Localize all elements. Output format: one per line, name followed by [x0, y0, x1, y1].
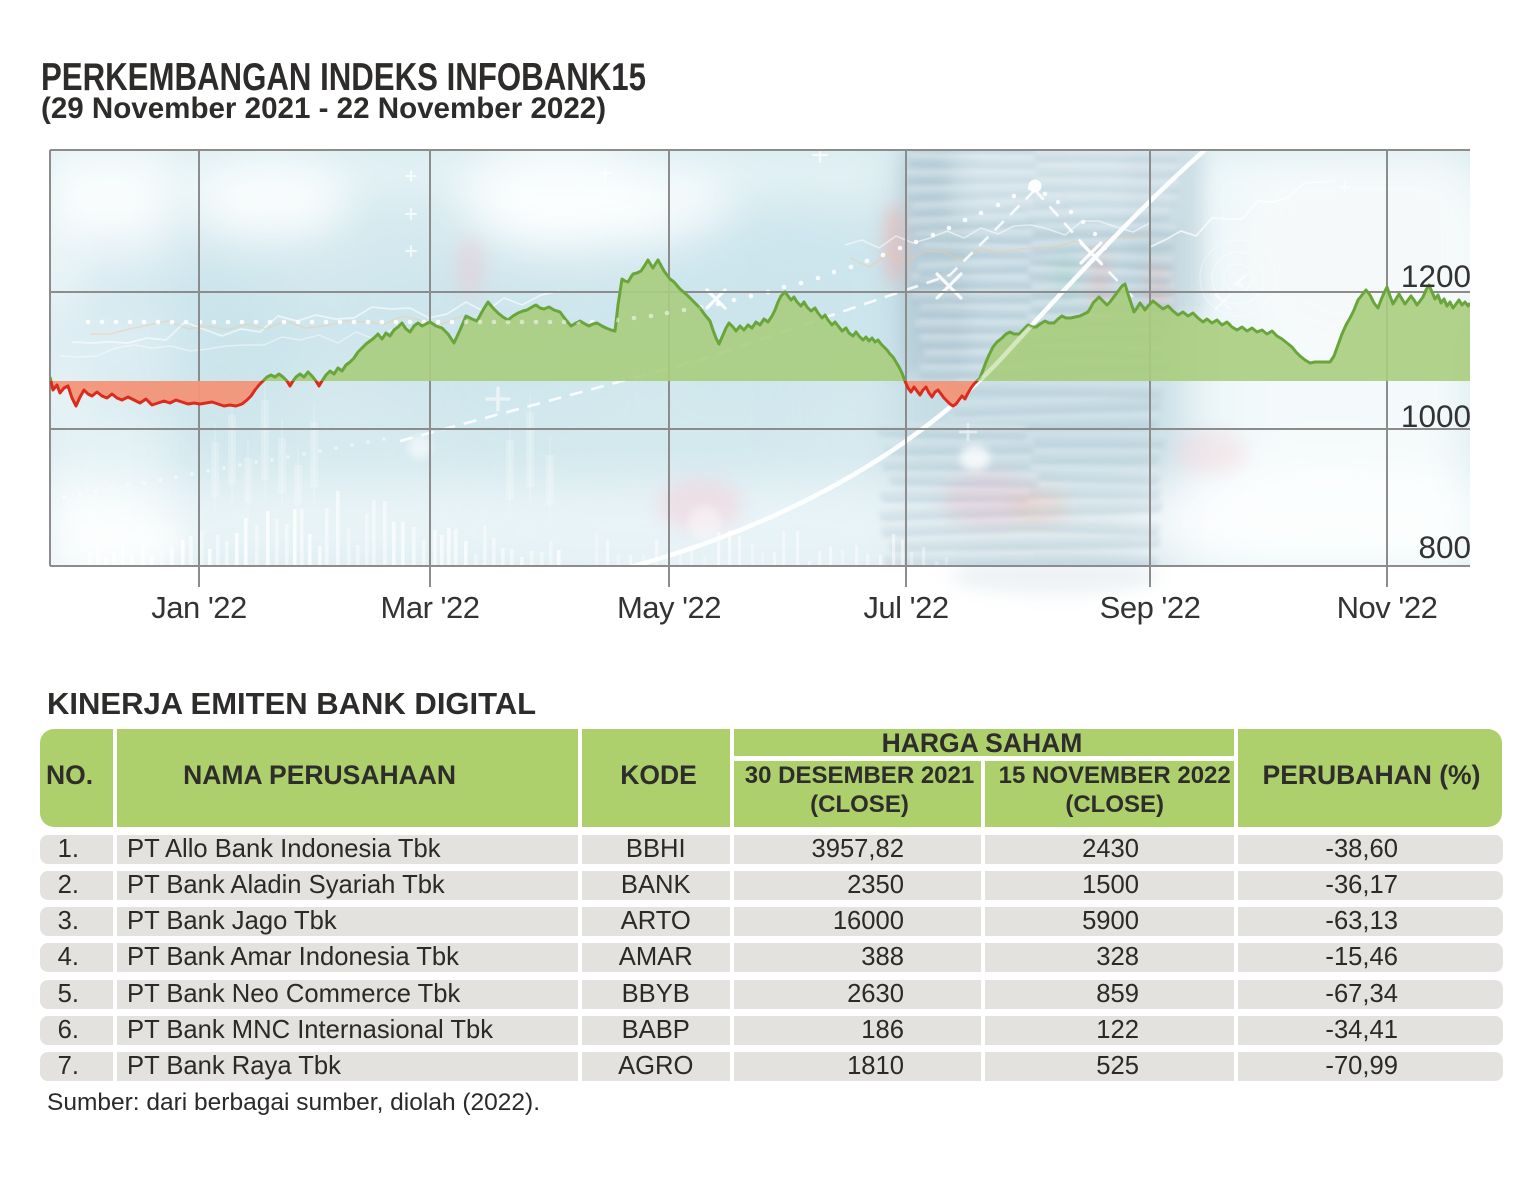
svg-text:Jan '22: Jan '22 — [151, 590, 247, 625]
svg-text:1200: 1200 — [1401, 258, 1471, 294]
svg-text:Mar '22: Mar '22 — [381, 590, 480, 625]
svg-text:Nov '22: Nov '22 — [1337, 590, 1438, 625]
svg-text:May '22: May '22 — [617, 590, 721, 625]
svg-text:Sep '22: Sep '22 — [1100, 590, 1201, 625]
svg-text:Jul '22: Jul '22 — [863, 590, 948, 625]
svg-text:800: 800 — [1418, 529, 1471, 565]
svg-text:1000: 1000 — [1401, 398, 1471, 434]
